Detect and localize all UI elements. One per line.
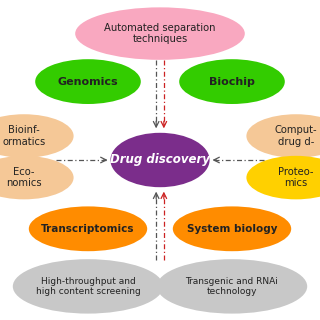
Text: System biology: System biology <box>187 224 277 234</box>
Text: High-throughput and
high content screening: High-throughput and high content screeni… <box>36 277 140 296</box>
Text: Transcriptomics: Transcriptomics <box>41 224 135 234</box>
Ellipse shape <box>29 206 147 251</box>
Text: Biochip: Biochip <box>209 76 255 87</box>
Ellipse shape <box>75 7 245 60</box>
Text: Genomics: Genomics <box>58 76 118 87</box>
Text: Eco-
nomics: Eco- nomics <box>6 167 42 188</box>
Ellipse shape <box>173 206 291 251</box>
Ellipse shape <box>110 133 210 187</box>
Ellipse shape <box>0 114 74 158</box>
Text: Drug discovery: Drug discovery <box>110 154 210 166</box>
Text: Transgenic and RNAi
technology: Transgenic and RNAi technology <box>186 277 278 296</box>
Text: Proteo-
mics: Proteo- mics <box>278 167 314 188</box>
Text: Bioinf-
ormatics: Bioinf- ormatics <box>2 125 46 147</box>
Ellipse shape <box>0 156 74 199</box>
Ellipse shape <box>35 59 141 104</box>
Ellipse shape <box>13 259 163 314</box>
Text: Comput-
drug d-: Comput- drug d- <box>275 125 317 147</box>
Ellipse shape <box>246 156 320 199</box>
Text: Automated separation
techniques: Automated separation techniques <box>104 23 216 44</box>
Ellipse shape <box>179 59 285 104</box>
Ellipse shape <box>246 114 320 158</box>
Ellipse shape <box>157 259 307 314</box>
